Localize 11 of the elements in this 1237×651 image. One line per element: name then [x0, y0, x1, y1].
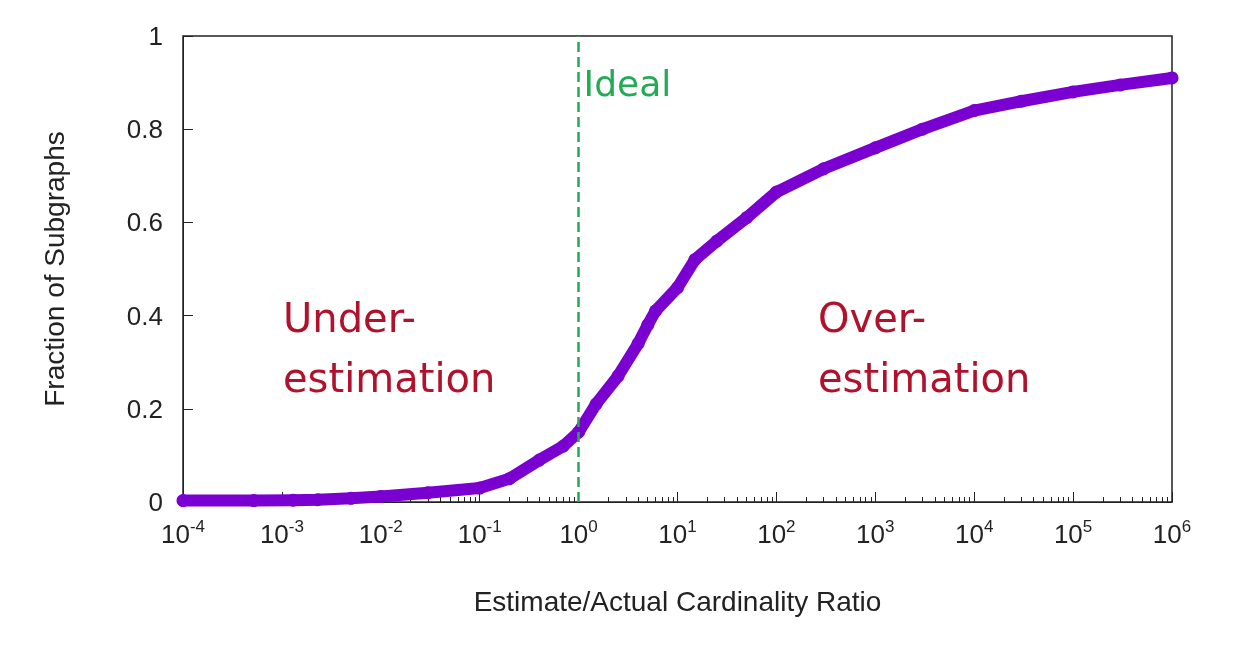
y-tick-label: 0.4 — [126, 300, 163, 331]
ref-line-label: Ideal — [583, 62, 672, 104]
y-tick-label: 0 — [148, 487, 163, 517]
y-tick-label: 0.6 — [126, 207, 163, 238]
annotation: Under- estimation — [283, 295, 496, 401]
y-axis-title: Fraction of Subgraphs — [38, 131, 70, 407]
annotation: Over- estimation — [818, 295, 1031, 401]
y-tick-label: 1 — [148, 21, 163, 51]
x-axis-title: Estimate/Actual Cardinality Ratio — [473, 585, 882, 617]
y-tick-label: 0.8 — [126, 114, 163, 145]
y-tick-label: 0.2 — [126, 393, 163, 424]
